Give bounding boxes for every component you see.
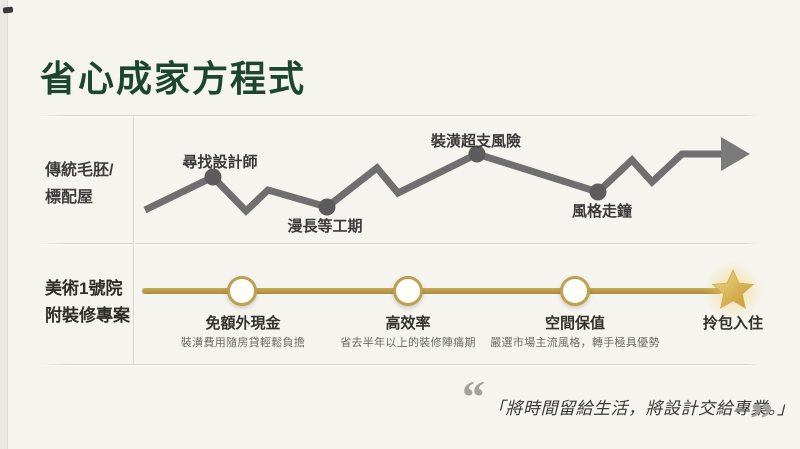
milestone-label-budget-overrun: 裝潢超支風險 [430,133,522,150]
milestone-dot-2 [318,198,336,216]
close-quote-icon: ” [750,393,773,444]
milestone-label-find-designer: 尋找設計師 [182,154,258,171]
timeline-node-2 [393,276,423,306]
quote-text: 「將時間留給生活，將設計交給專業。」 [488,399,795,418]
star-icon [711,269,755,310]
row-label-project-line2: 附裝修專案 [45,306,130,325]
divider-vertical [133,116,134,364]
arrow-right-icon [721,137,750,171]
timeline-node-1 [227,276,257,306]
timeline-line [142,288,722,294]
milestone-dot-3 [468,145,486,163]
divider-top [40,115,757,116]
row-label-traditional-line2: 標配屋 [45,189,94,206]
row-label-traditional: 傳統毛胚/ 標配屋 [45,157,113,211]
milestone-dot-1 [204,168,222,186]
milestone-label-long-wait: 漫長等工期 [287,218,363,235]
step-title-value-retention: 空間保值 [544,315,606,332]
journey-line [143,150,726,216]
divider-middle [40,243,757,244]
row-label-project-line1: 美術1號院 [45,279,123,298]
step-subtitle-efficiency: 省去半年以上的裝修陣痛期 [340,337,476,349]
step-title-efficiency: 高效率 [385,315,431,332]
step-subtitle-value-retention: 嚴選市場主流風格，轉手極具優勢 [490,337,660,349]
journey-zigzag-chart [143,137,750,216]
open-quote-icon: “ [462,371,485,422]
divider-bottom [40,364,757,365]
row-label-project: 美術1號院 附裝修專案 [45,275,130,329]
row-label-traditional-line1: 傳統毛胚/ [45,162,114,179]
milestone-label-style-miss: 風格走鐘 [571,203,633,220]
page-title: 省心成家方程式 [40,59,307,99]
corner-mark [2,6,14,14]
left-edge-strip [0,0,8,449]
step-subtitle-no-extra-cash: 裝潢費用隨房貸輕鬆負擔 [180,337,306,349]
timeline-node-3 [560,276,590,306]
step-title-no-extra-cash: 免額外現金 [205,315,281,332]
step-title-move-in-ready: 拎包入住 [702,315,764,332]
milestone-dot-4 [589,183,607,201]
